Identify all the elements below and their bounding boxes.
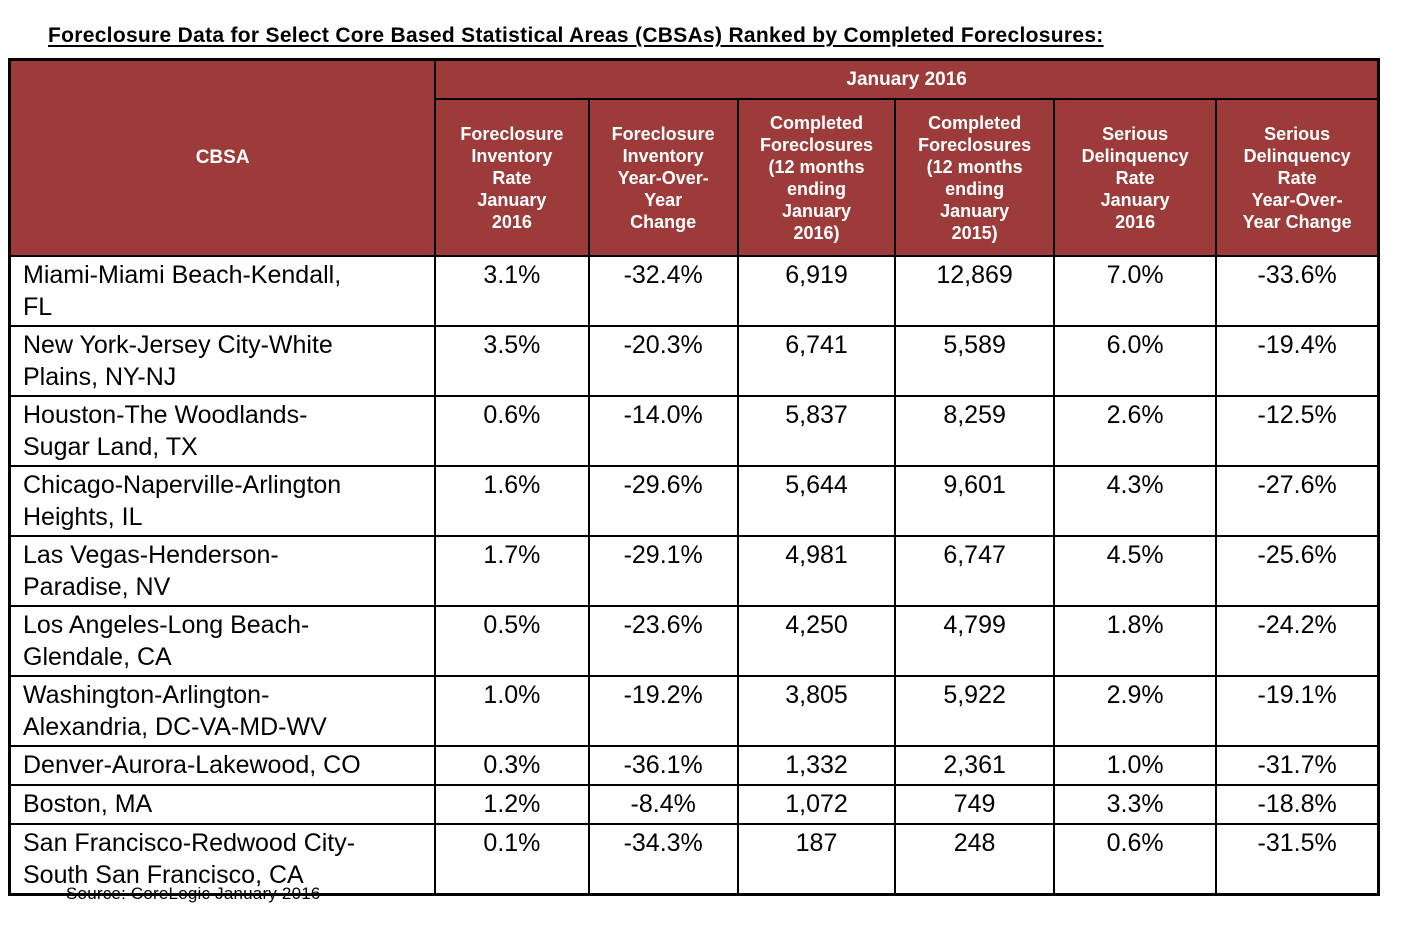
value-cell: -14.0% <box>587 395 739 467</box>
value-cell: 1.6% <box>434 465 590 537</box>
cbsa-cell: New York-Jersey City-White Plains, NY-NJ <box>8 325 437 397</box>
cbsa-cell: San Francisco-Redwood City- South San Fr… <box>8 823 437 896</box>
value-cell: 5,922 <box>894 675 1056 747</box>
value-cell: 4.5% <box>1053 535 1218 607</box>
value-cell: -19.4% <box>1215 325 1380 397</box>
value-cell: 1.7% <box>434 535 590 607</box>
value-cell: -19.1% <box>1215 675 1380 747</box>
value-cell: 2.6% <box>1053 395 1218 467</box>
value-cell: 0.5% <box>434 605 590 677</box>
table-row: Denver-Aurora-Lakewood, CO 0.3% -36.1% 1,33… <box>8 745 1380 786</box>
table-row: New York-Jersey City-White Plains, NY-NJ… <box>8 325 1380 397</box>
value-cell: 6,741 <box>736 325 897 397</box>
value-cell: 4,799 <box>894 605 1056 677</box>
value-cell: -29.1% <box>587 535 739 607</box>
value-cell: 0.3% <box>434 745 590 786</box>
value-cell: 12,869 <box>894 255 1056 327</box>
value-cell: 6.0% <box>1053 325 1218 397</box>
table-header: CBSA January 2016 Foreclosure Inventory Ra… <box>8 58 1380 257</box>
cbsa-cell: Chicago-Naperville-Arlington Heights, IL <box>8 465 437 537</box>
value-cell: 3.5% <box>434 325 590 397</box>
value-cell: 0.6% <box>1053 823 1218 896</box>
value-cell: 7.0% <box>1053 255 1218 327</box>
value-cell: -25.6% <box>1215 535 1380 607</box>
table-row: Los Angeles-Long Beach- Glendale, CA 0.5%… <box>8 605 1380 677</box>
column-header-row: Foreclosure Inventory Rate January 2016 F… <box>10 98 1380 257</box>
value-cell: 0.1% <box>434 823 590 896</box>
value-cell: -33.6% <box>1215 255 1380 327</box>
value-cell: -18.8% <box>1215 784 1380 825</box>
value-cell: 1.0% <box>434 675 590 747</box>
cbsa-column-header: CBSA <box>8 58 437 257</box>
value-cell: 5,837 <box>736 395 897 467</box>
value-cell: 4,981 <box>736 535 897 607</box>
cbsa-cell: Los Angeles-Long Beach- Glendale, CA <box>8 605 437 677</box>
value-cell: 4.3% <box>1053 465 1218 537</box>
value-cell: 3.1% <box>434 255 590 327</box>
table-row: Miami-Miami Beach-Kendall, FL 3.1% -32.4% 6… <box>8 255 1380 327</box>
value-cell: -29.6% <box>587 465 739 537</box>
table-body: Miami-Miami Beach-Kendall, FL 3.1% -32.4% 6… <box>8 255 1380 896</box>
value-cell: 1.0% <box>1053 745 1218 786</box>
value-cell: -34.3% <box>587 823 739 896</box>
table-row: Houston-The Woodlands- Sugar Land, TX 0.6… <box>8 395 1380 467</box>
source-note: Source: CoreLogic January 2016 <box>66 884 321 903</box>
value-cell: -31.5% <box>1215 823 1380 896</box>
value-cell: -19.2% <box>587 675 739 747</box>
column-header-cell-6: Serious Delinquency Rate Year-Over- Year… <box>1215 98 1380 257</box>
value-cell: 3,805 <box>736 675 897 747</box>
value-cell: -27.6% <box>1215 465 1380 537</box>
value-cell: 1,072 <box>736 784 897 825</box>
value-cell: -20.3% <box>587 325 739 397</box>
value-cell: 187 <box>736 823 897 896</box>
value-cell: 6,747 <box>894 535 1056 607</box>
value-cell: 8,259 <box>894 395 1056 467</box>
cbsa-cell: Washington-Arlington- Alexandria, DC-VA-… <box>8 675 437 747</box>
value-cell: 2.9% <box>1053 675 1218 747</box>
value-cell: 1.8% <box>1053 605 1218 677</box>
value-cell: -36.1% <box>587 745 739 786</box>
value-cell: 4,250 <box>736 605 897 677</box>
value-cell: 5,644 <box>736 465 897 537</box>
value-cell: -8.4% <box>587 784 739 825</box>
value-cell: 0.6% <box>434 395 590 467</box>
value-cell: 749 <box>894 784 1056 825</box>
cbsa-cell: Miami-Miami Beach-Kendall, FL <box>8 255 437 327</box>
table-row: Washington-Arlington- Alexandria, DC-VA-… <box>8 675 1380 747</box>
value-cell: 9,601 <box>894 465 1056 537</box>
value-cell: 3.3% <box>1053 784 1218 825</box>
cbsa-cell: Denver-Aurora-Lakewood, CO <box>8 745 437 786</box>
table-row: Las Vegas-Henderson- Paradise, NV 1.7% -29… <box>8 535 1380 607</box>
value-cell: 248 <box>894 823 1056 896</box>
page-title: Foreclosure Data for Select Core Based S… <box>48 24 1104 47</box>
table-row: San Francisco-Redwood City- South San Fr… <box>8 823 1380 896</box>
group-header-cell: January 2016 <box>434 58 1380 100</box>
table-row: Boston, MA 1.2% -8.4% 1,072 749 3.3% -18.8% <box>8 784 1380 825</box>
table-row: Chicago-Naperville-Arlington Heights, IL… <box>8 465 1380 537</box>
cbsa-cell: Houston-The Woodlands- Sugar Land, TX <box>8 395 437 467</box>
column-header-cell-4: Completed Foreclosures (12 months ending… <box>894 98 1056 257</box>
value-cell: 5,589 <box>894 325 1056 397</box>
value-cell: -31.7% <box>1215 745 1380 786</box>
column-header-cell-2: Foreclosure Inventory Year-Over- Year Ch… <box>587 98 739 257</box>
value-cell: 6,919 <box>736 255 897 327</box>
group-header-row: CBSA January 2016 <box>8 58 1380 257</box>
column-header-cell-3: Completed Foreclosures (12 months ending… <box>736 98 897 257</box>
value-cell: 1.2% <box>434 784 590 825</box>
column-header-cell-5: Serious Delinquency Rate January 2016 <box>1053 98 1218 257</box>
value-cell: 1,332 <box>736 745 897 786</box>
value-cell: -32.4% <box>587 255 739 327</box>
value-cell: -23.6% <box>587 605 739 677</box>
value-cell: -24.2% <box>1215 605 1380 677</box>
cbsa-cell: Boston, MA <box>8 784 437 825</box>
cbsa-cell: Las Vegas-Henderson- Paradise, NV <box>8 535 437 607</box>
value-cell: -12.5% <box>1215 395 1380 467</box>
column-header-cell-1: Foreclosure Inventory Rate January 2016 <box>434 98 590 257</box>
foreclosure-data-table: CBSA January 2016 Foreclosure Inventory Ra… <box>8 58 1380 896</box>
value-cell: 2,361 <box>894 745 1056 786</box>
